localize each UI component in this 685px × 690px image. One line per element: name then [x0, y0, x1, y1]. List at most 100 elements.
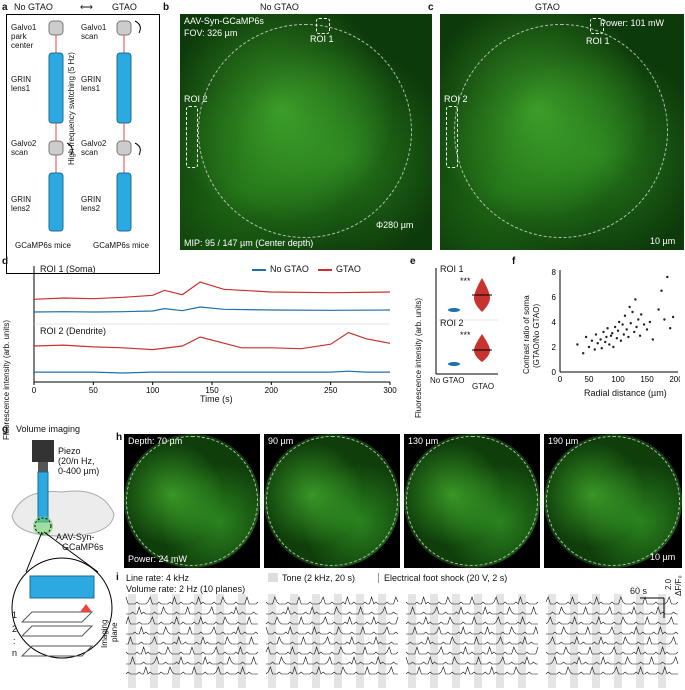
micrograph-no-gtao: AAV-Syn-GCaMP6s FOV: 326 µm ROI 1 ROI 2 … [180, 14, 432, 250]
tone-band [150, 594, 158, 688]
scatter-point [596, 342, 599, 345]
g-plane-label-1: Imaging [100, 619, 109, 648]
calcium-trace [546, 635, 678, 645]
f-x-tick: 150 [640, 375, 654, 384]
scatter-point [617, 320, 621, 324]
panel-a-arrow-icon: ⟷ [80, 2, 93, 12]
f-x-tick: 200 [669, 375, 680, 384]
tone-band [658, 594, 666, 688]
tone-band [194, 594, 202, 688]
scatter-point [638, 334, 642, 337]
calcium-trace [405, 665, 538, 675]
g-virus-2: GCaMP6s [62, 542, 104, 552]
g-piezo-3: 0-400 µm) [58, 466, 100, 476]
panel-d-chart: 0 50 100 150 200 250 300 [32, 266, 397, 395]
f-y-tick: 0 [552, 368, 557, 377]
g-plane-dots: : [13, 636, 16, 646]
scatter-point [612, 345, 615, 349]
f-y-tick: 2 [552, 343, 557, 352]
calcium-trace [405, 655, 538, 665]
e-roi2-sig: *** [460, 330, 471, 340]
calcium-trace [125, 615, 258, 625]
e-ylabel: Fluorescence intensity (arb. units) [414, 297, 423, 418]
calcium-trace [265, 625, 399, 635]
f-ylabel-2: (GTAO/No GTAO) [532, 303, 541, 368]
tone-band [592, 594, 600, 688]
scatter-point [640, 313, 643, 316]
scatter-point [599, 338, 602, 341]
e-xtick-gtao: GTAO [472, 382, 495, 391]
scatter-point [631, 310, 634, 314]
tone-band [356, 594, 364, 688]
scatter-point [602, 330, 605, 334]
tone-band [290, 594, 298, 688]
calcium-trace [546, 605, 678, 615]
scatter-point [593, 348, 596, 351]
tone-band [614, 594, 622, 688]
calcium-trace [405, 595, 539, 605]
calcium-trace [265, 595, 399, 605]
right-grin1-label: GRIN lens1 [81, 75, 101, 93]
e-roi2-gtao-dist [474, 334, 490, 362]
roi1-box [316, 18, 330, 34]
scale-label-c: 10 µm [650, 236, 676, 246]
h-scale-label: 10 µm [650, 552, 676, 562]
f-xlabel: Radial distance (µm) [584, 388, 667, 398]
tone-band [268, 594, 276, 688]
e-roi1-sig: *** [460, 276, 471, 286]
calcium-trace [545, 595, 679, 605]
scatter-point [627, 335, 630, 339]
scatter-point [606, 327, 609, 330]
e-roi2-no-dist [448, 362, 460, 366]
scatter-point [582, 352, 585, 355]
panel-label-b: b [163, 2, 170, 13]
g-virus-1: AAV-Syn- [56, 532, 95, 542]
depth-190-image [544, 434, 682, 568]
depth-90-image [264, 434, 400, 568]
tone-band [452, 594, 460, 688]
panel-g-schematic [11, 440, 115, 659]
df-scale: 2.0 [664, 578, 673, 590]
scatter-point [629, 322, 632, 325]
tone-band [430, 594, 438, 688]
scatter-point [637, 318, 640, 321]
scatter-point [623, 314, 627, 317]
roi1-label-gtao: ROI 1 [586, 36, 610, 46]
e-roi2-label: ROI 2 [440, 318, 464, 328]
panel-label-g: g [2, 424, 9, 435]
right-optics-icon [116, 20, 141, 232]
roi1-title: ROI 1 (Soma) [40, 264, 96, 274]
trace-gtao [33, 281, 391, 300]
left-optics-icon [48, 20, 73, 232]
right-galvo1-label: Galvo1 scan [81, 23, 107, 41]
roi1-traces [33, 281, 391, 313]
x-tick-label: 50 [89, 386, 98, 395]
roi1-box-gtao [590, 18, 604, 34]
depth-70-label: Depth: 70 µm [128, 436, 183, 446]
scatter-point [651, 338, 654, 341]
calcium-trace [406, 625, 539, 635]
roi2-title: ROI 2 (Dendrite) [40, 326, 107, 336]
scatter-point [669, 327, 672, 330]
calcium-trace [265, 615, 399, 625]
e-roi1-no-dist [448, 308, 460, 312]
calcium-trace [125, 645, 259, 655]
calcium-trace [126, 655, 258, 665]
x-tick-label: 0 [32, 386, 37, 395]
shock-label: Electrical foot shock (20 V, 2 s) [384, 573, 508, 583]
panel-label-d: d [2, 256, 9, 267]
calcium-trace [405, 615, 538, 625]
calcium-trace [545, 645, 679, 655]
scatter-point [645, 328, 649, 331]
calcium-trace [266, 605, 398, 615]
i-volume-rate: Volume rate: 2 Hz (10 planes) [126, 584, 246, 594]
scatter-point [625, 328, 628, 331]
f-y-tick: 6 [552, 293, 557, 302]
calcium-trace [125, 595, 259, 605]
h-power-label: Power: 24 mW [128, 554, 188, 564]
tone-band [238, 594, 246, 688]
calcium-trace [545, 615, 678, 625]
scatter-point [635, 325, 638, 329]
left-mice-label: GCaMP6s mice [14, 241, 71, 250]
scatter-point [666, 275, 669, 279]
